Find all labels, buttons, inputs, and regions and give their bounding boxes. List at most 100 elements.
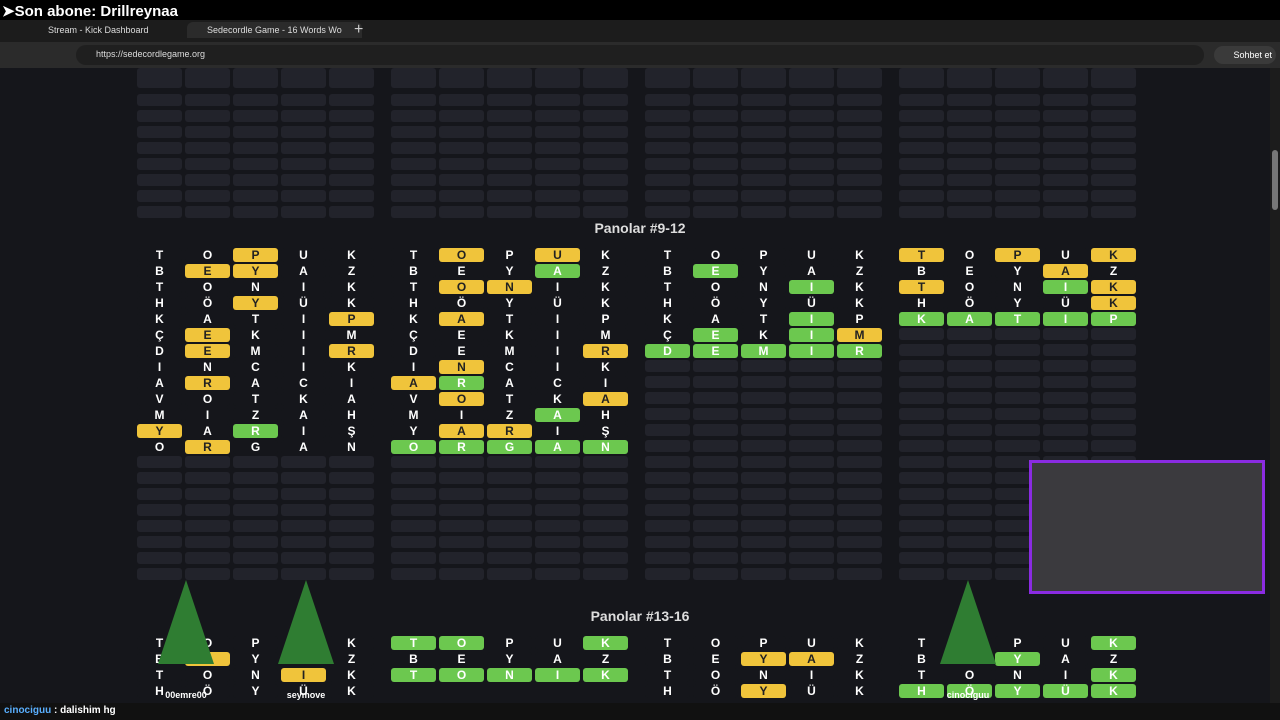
empty-cell xyxy=(391,206,436,218)
letter-cell: O xyxy=(391,440,436,454)
letter-cell: A xyxy=(137,376,182,390)
letter-cell: O xyxy=(185,668,230,682)
empty-cell xyxy=(185,536,230,548)
letter-cell: Y xyxy=(995,684,1040,698)
letter-cell: Ö xyxy=(947,684,992,698)
empty-cell xyxy=(1043,424,1088,436)
empty-cell xyxy=(837,424,882,436)
letter-cell: T xyxy=(487,392,532,406)
empty-cell xyxy=(789,68,834,88)
letter-cell: P xyxy=(583,312,628,326)
empty-cell xyxy=(645,440,690,452)
empty-cell xyxy=(693,110,738,122)
letter-cell: C xyxy=(233,360,278,374)
empty-cell xyxy=(741,360,786,372)
letter-cell: I xyxy=(439,408,484,422)
empty-cell xyxy=(233,110,278,122)
letter-cell: Y xyxy=(391,424,436,438)
empty-cell xyxy=(233,68,278,88)
letter-cell: N xyxy=(439,360,484,374)
empty-cell xyxy=(391,536,436,548)
empty-cell xyxy=(583,472,628,484)
empty-cell xyxy=(947,376,992,388)
empty-cell xyxy=(1091,158,1136,170)
letter-cell: Ö xyxy=(947,296,992,310)
empty-cell xyxy=(1043,142,1088,154)
letter-cell: Y xyxy=(995,264,1040,278)
empty-cell xyxy=(1091,344,1136,356)
letter-cell: K xyxy=(329,668,374,682)
empty-cell xyxy=(741,536,786,548)
letter-cell: R xyxy=(837,344,882,358)
empty-cell xyxy=(535,520,580,532)
empty-cell xyxy=(439,472,484,484)
empty-cell xyxy=(1043,190,1088,202)
tab[interactable]: Stream - Kick Dashboard xyxy=(48,25,149,35)
empty-cell xyxy=(487,536,532,548)
empty-cell xyxy=(487,456,532,468)
letter-cell: K xyxy=(233,328,278,342)
letter-cell: I xyxy=(789,328,834,342)
empty-cell xyxy=(899,360,944,372)
letter-cell: I xyxy=(789,668,834,682)
letter-cell: B xyxy=(645,264,690,278)
empty-cell xyxy=(741,568,786,580)
tab[interactable]: Sedecordle Game - 16 Words Wo xyxy=(187,22,362,38)
letter-cell: Ö xyxy=(693,296,738,310)
empty-cell xyxy=(837,392,882,404)
empty-cell xyxy=(1091,408,1136,420)
empty-cell xyxy=(645,472,690,484)
empty-cell xyxy=(899,158,944,170)
empty-cell xyxy=(995,440,1040,452)
new-tab[interactable]: + xyxy=(354,21,364,38)
empty-cell xyxy=(899,142,944,154)
letter-cell: P xyxy=(487,636,532,650)
empty-cell xyxy=(185,552,230,564)
letter-cell: N xyxy=(329,440,374,454)
empty-cell xyxy=(837,488,882,500)
empty-cell xyxy=(899,536,944,548)
letter-cell: P xyxy=(837,312,882,326)
letter-cell: E xyxy=(947,264,992,278)
letter-cell: A xyxy=(1043,264,1088,278)
empty-cell xyxy=(837,68,882,88)
empty-cell xyxy=(645,408,690,420)
empty-cell xyxy=(583,110,628,122)
letter-cell: A xyxy=(583,392,628,406)
empty-cell xyxy=(837,504,882,516)
empty-cell xyxy=(995,174,1040,186)
empty-cell xyxy=(899,424,944,436)
empty-cell xyxy=(645,94,690,106)
letter-cell: Ü xyxy=(535,296,580,310)
scroll-thumb[interactable] xyxy=(1272,150,1278,210)
empty-cell xyxy=(329,456,374,468)
letter-cell: K xyxy=(329,248,374,262)
empty-cell xyxy=(329,68,374,88)
letter-cell: T xyxy=(645,668,690,682)
empty-cell xyxy=(281,158,326,170)
letter-cell: Y xyxy=(233,652,278,666)
empty-cell xyxy=(995,488,1040,500)
letter-cell: M xyxy=(137,408,182,422)
empty-cell xyxy=(535,142,580,154)
letter-cell: A xyxy=(693,312,738,326)
letter-cell: I xyxy=(185,408,230,422)
letter-cell: M xyxy=(487,344,532,358)
letter-cell: K xyxy=(487,328,532,342)
scrollbar[interactable] xyxy=(1270,68,1280,720)
empty-cell xyxy=(995,94,1040,106)
empty-cell xyxy=(789,504,834,516)
empty-cell xyxy=(1091,206,1136,218)
letter-cell: I xyxy=(281,424,326,438)
url-field[interactable]: https://sedecordlegame.org xyxy=(76,45,1204,65)
empty-cell xyxy=(281,488,326,500)
chat-button[interactable]: Sohbet et xyxy=(1214,46,1276,64)
letter-cell: K xyxy=(837,684,882,698)
empty-cell xyxy=(535,206,580,218)
empty-cell xyxy=(693,504,738,516)
empty-cell xyxy=(137,536,182,548)
empty-cell xyxy=(837,126,882,138)
letter-cell: I xyxy=(391,360,436,374)
url: https://sedecordlegame.org xyxy=(96,49,206,59)
letter-cell: T xyxy=(487,312,532,326)
